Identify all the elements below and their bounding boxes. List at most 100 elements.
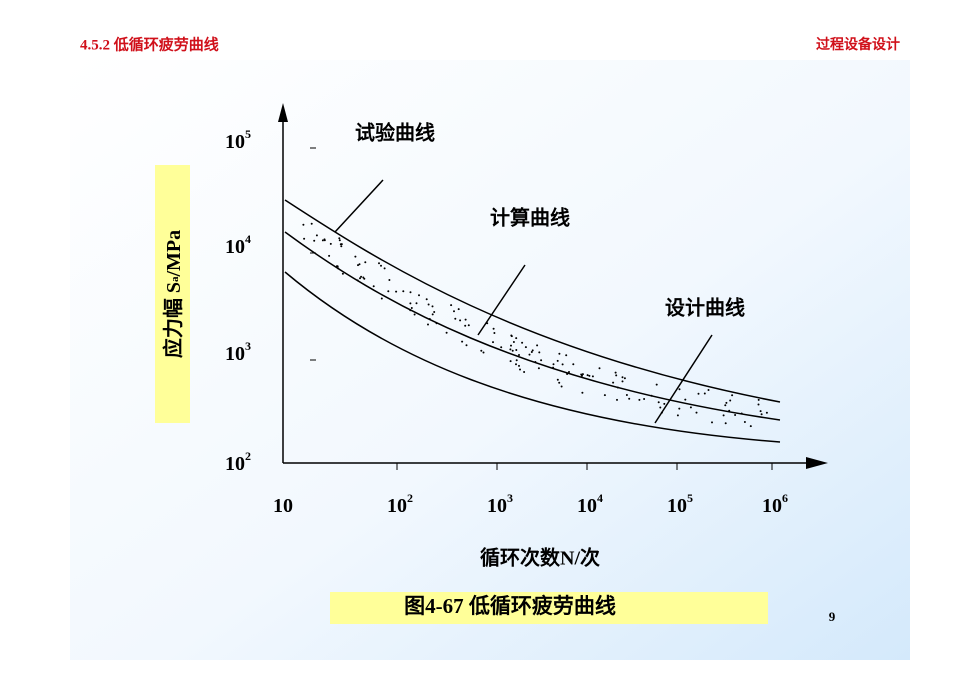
- scatter-dot: [558, 381, 561, 384]
- scatter-dot: [459, 319, 462, 322]
- scatter-dot: [453, 310, 455, 313]
- scatter-dot: [323, 238, 326, 241]
- scatter-dot: [623, 377, 626, 380]
- x-axis-label: 循环次数N/次: [480, 546, 600, 570]
- scatter-dot: [493, 332, 496, 334]
- scatter-dot: [657, 401, 660, 404]
- scatter-dot: [621, 376, 624, 379]
- scatter-dot: [615, 374, 618, 377]
- scatter-dot: [428, 318, 431, 320]
- scatter-dot: [354, 255, 357, 258]
- section-title: 4.5.2 低循环疲劳曲线: [80, 35, 219, 53]
- x-ticks: 10 102 103 104 105 106: [273, 463, 788, 517]
- scatter-dot: [731, 394, 734, 397]
- scatter-dot: [556, 378, 559, 381]
- y-label-main: 应力幅 S: [161, 282, 185, 358]
- scatter-dot: [457, 308, 460, 311]
- scatter-dot: [565, 354, 568, 357]
- scatter-dot: [465, 344, 468, 347]
- scatter-dot: [425, 298, 428, 301]
- scatter-dot: [356, 279, 359, 282]
- scatter-dot: [492, 327, 495, 330]
- x-arrow: [806, 457, 828, 469]
- y-arrow: [278, 103, 288, 122]
- scatter-dot: [540, 359, 543, 362]
- scatter-dot: [409, 302, 412, 305]
- scatter-dot: [534, 361, 537, 363]
- scatter-dot: [409, 309, 412, 312]
- scatter-dot: [757, 403, 760, 406]
- scatter-dot: [757, 398, 760, 401]
- scatter-dot: [552, 366, 555, 369]
- page-number: 9: [829, 609, 836, 624]
- scatter-dot: [341, 272, 344, 275]
- tick-label: 104: [225, 232, 251, 258]
- scatter-dot: [357, 264, 359, 267]
- scatter-dot: [643, 398, 646, 400]
- scatter-dot: [519, 368, 521, 371]
- scatter-dot: [523, 371, 526, 373]
- scatter-dot: [560, 385, 563, 388]
- scatter-dot: [614, 371, 617, 374]
- tick-label: 103: [225, 339, 251, 365]
- scatter-dot: [598, 367, 601, 370]
- tick-base: 10: [487, 495, 507, 517]
- scatter-dot: [695, 411, 698, 414]
- scatter-dot: [678, 388, 681, 391]
- scatter-dot: [329, 242, 332, 245]
- scatter-dot: [364, 261, 367, 264]
- scatter-dot: [482, 351, 485, 354]
- scatter-dot: [689, 406, 692, 409]
- scatter-dot: [321, 239, 324, 242]
- tick-exp: 2: [407, 491, 413, 505]
- scatter-dot: [388, 279, 391, 281]
- scatter-dot: [628, 397, 631, 400]
- tick-base: 10: [225, 343, 245, 365]
- scatter-dot: [568, 371, 570, 373]
- scatter-dot: [480, 349, 483, 352]
- scatter-dot: [464, 324, 467, 327]
- scatter-dot: [638, 398, 641, 401]
- tick-base: 10: [225, 236, 245, 258]
- scatter-dot: [724, 404, 727, 407]
- leader-line: [334, 179, 384, 233]
- scatter-dot: [500, 346, 503, 349]
- scatter-dot: [362, 276, 365, 279]
- tick-label: 105: [225, 127, 251, 153]
- leader-line: [477, 264, 526, 336]
- scatter-dot: [383, 267, 386, 270]
- scatter-dot: [315, 234, 318, 237]
- scatter-dot: [515, 363, 517, 366]
- scatter-dot: [538, 351, 541, 354]
- scatter-points: [302, 222, 768, 428]
- scatter-dot: [310, 222, 313, 225]
- scatter-dot: [467, 324, 470, 327]
- tick-exp: 5: [245, 127, 251, 141]
- scatter-dot: [556, 359, 559, 362]
- scatter-dot: [492, 341, 494, 344]
- scatter-dot: [509, 360, 512, 363]
- scatter-dot: [581, 391, 584, 394]
- scatter-dot: [336, 265, 338, 268]
- scatter-dot: [518, 364, 520, 367]
- scatter-dot: [561, 363, 564, 366]
- scatter-dot: [678, 407, 681, 410]
- tick-exp: 4: [597, 491, 603, 505]
- scatter-dot: [724, 422, 727, 425]
- scatter-dot: [725, 401, 728, 404]
- scatter-dot: [586, 374, 589, 377]
- scatter-dot: [435, 322, 438, 325]
- scatter-dot: [676, 414, 679, 417]
- tick-label: 10: [273, 495, 293, 517]
- scatter-dot: [625, 394, 628, 396]
- scatter-dot: [431, 313, 434, 316]
- scatter-dot: [663, 402, 666, 405]
- scatter-dot: [515, 349, 518, 351]
- scatter-dot: [684, 398, 687, 401]
- scatter-dot: [415, 302, 418, 305]
- scatter-dot: [445, 331, 448, 334]
- scatter-dot: [340, 243, 343, 246]
- scatter-dot: [722, 414, 725, 417]
